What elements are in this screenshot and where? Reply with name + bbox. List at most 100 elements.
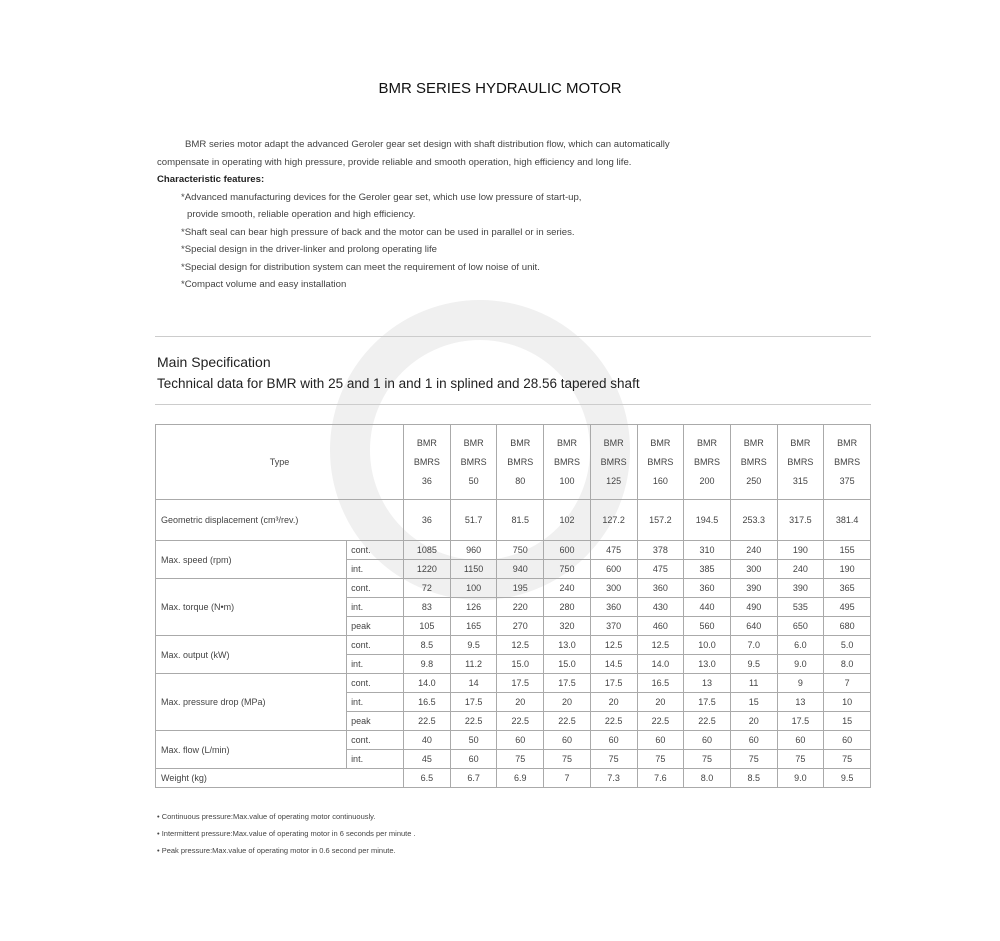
table-cell: 390: [729, 578, 778, 598]
sub-label: cont.: [346, 635, 405, 655]
divider: [155, 404, 871, 405]
group-label: Max. flow (L/min): [154, 730, 348, 769]
table-cell: 17.5: [496, 673, 545, 693]
table-cell: 127.2: [589, 499, 638, 541]
intro-paragraph: BMR series motor adapt the advanced Gero…: [157, 139, 670, 168]
feature-item: *Compact volume and easy installation: [181, 279, 347, 290]
table-cell: 60: [449, 749, 498, 769]
table-cell: 535: [776, 597, 825, 617]
feature-item: *Advanced manufacturing devices for the …: [181, 191, 582, 203]
type-cell: BMR BMRS 80: [496, 424, 545, 500]
type-line: BMR: [650, 437, 671, 448]
table-cell: 490: [729, 597, 778, 617]
table-cell: 60: [496, 730, 545, 750]
table-cell: 75: [636, 749, 685, 769]
table-cell: 600: [543, 540, 591, 560]
table-cell: 310: [683, 540, 731, 560]
table-cell: 10: [823, 692, 871, 712]
table-row: Max. pressure drop (MPa) cont. 14.0 14 17.5 1…: [154, 673, 871, 731]
sub-label: cont.: [346, 673, 405, 693]
features-heading: Characteristic features:: [157, 174, 265, 185]
table-cell: 9: [776, 673, 825, 693]
table-cell: 60: [636, 730, 685, 750]
type-line: BMR: [743, 437, 764, 448]
feature-item: *Special design for distribution system …: [181, 261, 540, 273]
type-line: BMR: [556, 437, 577, 448]
table-cell: 15.0: [543, 654, 591, 674]
type-line: BMR: [697, 437, 718, 448]
sub-label: int.: [346, 692, 405, 712]
table-row: int. 83 126 220 280 360 430 440 490 535 495: [156, 597, 871, 617]
type-line: 250: [746, 475, 762, 486]
table-cell: 12.5: [589, 635, 638, 655]
table-cell: 960: [449, 540, 498, 560]
sub-label: int.: [346, 749, 405, 769]
table-cell: 126: [449, 597, 498, 617]
table-row: peak 22.5 22.5 22.5 22.5 22.5 22.5 22.5 20 17.5 15: [156, 711, 871, 731]
table-cell: 440: [683, 597, 731, 617]
table-cell: 253.3: [729, 499, 778, 541]
group-label: Max. torque (N•m): [154, 578, 348, 636]
type-cell: BMR BMRS 315: [776, 424, 825, 500]
type-cell: BMR BMRS 250: [729, 424, 778, 500]
table-cell: 8.5: [403, 635, 451, 655]
table-cell: 13.0: [543, 635, 591, 655]
table-cell: 22.5: [543, 711, 591, 731]
table-cell: 7.0: [729, 635, 778, 655]
table-cell: 20: [543, 692, 591, 712]
table-cell: 13: [776, 692, 825, 712]
table-cell: 240: [729, 540, 778, 560]
table-cell: 8.0: [683, 768, 731, 788]
table-cell: 495: [823, 597, 871, 617]
table-cell: 16.5: [403, 692, 451, 712]
table-cell: 1085: [403, 540, 451, 560]
table-row: int. 16.5 17.5 20 20 20 20 17.5 15 13 10: [156, 692, 871, 712]
table-cell: 365: [823, 578, 871, 598]
table-cell: 5.0: [823, 635, 871, 655]
type-line: BMR: [603, 437, 624, 448]
type-line: 125: [606, 475, 622, 486]
table-cell: 378: [636, 540, 685, 560]
table-cell: 6.7: [449, 768, 498, 788]
footnote: • Intermittent pressure:Max.value of ope…: [157, 829, 416, 838]
intro-section: BMR series motor adapt the advanced Gero…: [157, 136, 697, 294]
table-cell: 9.0: [776, 654, 825, 674]
table-cell: 195: [496, 578, 545, 598]
table-cell: 22.5: [589, 711, 638, 731]
table-cell: 165: [449, 616, 498, 636]
table-cell: 17.5: [683, 692, 731, 712]
table-cell: 15.0: [496, 654, 545, 674]
type-line: BMRS: [413, 456, 440, 467]
table-cell: 6.0: [776, 635, 825, 655]
group-label: Max. output (kW): [154, 635, 348, 674]
table-cell: 12.5: [496, 635, 545, 655]
table-row: int. 45 60 75 75 75 75 75 75 75 75: [156, 749, 871, 769]
table-cell: 51.7: [449, 499, 498, 541]
table-cell: 430: [636, 597, 685, 617]
footnote: • Continuous pressure:Max.value of opera…: [157, 812, 376, 821]
header-row: Type BMR BMRS 36 BMR BMRS 50 BMR BMRS 80 BMR BMRS 10…: [154, 424, 871, 500]
type-label: Type: [154, 424, 405, 500]
sub-label: cont.: [346, 578, 405, 598]
spec-subheading: Technical data for BMR with 25 and 1 in …: [157, 376, 640, 391]
group-label: Max. speed (rpm): [154, 540, 348, 579]
table-cell: 640: [729, 616, 778, 636]
table-cell: 60: [589, 730, 638, 750]
table-cell: 75: [496, 749, 545, 769]
sub-label: peak: [346, 616, 405, 636]
type-line: 315: [792, 475, 808, 486]
table-cell: 14.0: [636, 654, 685, 674]
table-cell: 13.0: [683, 654, 731, 674]
type-line: BMRS: [740, 456, 767, 467]
table-cell: 13: [683, 673, 731, 693]
table-cell: 7.3: [589, 768, 638, 788]
table-cell: 460: [636, 616, 685, 636]
table-cell: 750: [543, 559, 591, 579]
sub-label: int.: [346, 654, 405, 674]
table-cell: 36: [403, 499, 451, 541]
table-cell: 50: [449, 730, 498, 750]
table-cell: 190: [776, 540, 825, 560]
divider: [155, 336, 871, 337]
type-line: BMR: [790, 437, 811, 448]
type-line: BMRS: [553, 456, 580, 467]
